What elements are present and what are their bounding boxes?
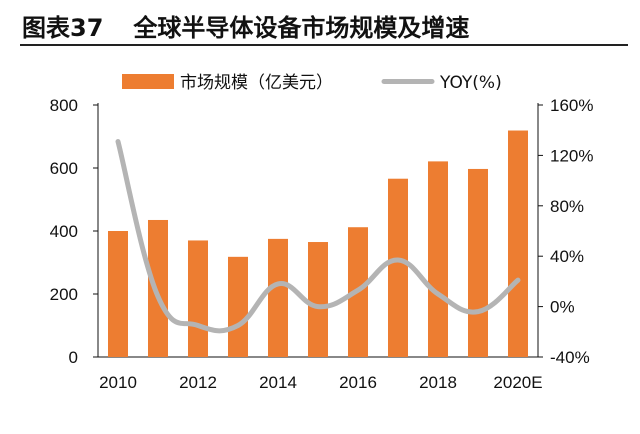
right-tick-label: 40% xyxy=(550,247,584,266)
bar xyxy=(108,231,128,357)
bar xyxy=(428,161,448,357)
right-tick-label: 160% xyxy=(550,96,593,115)
left-axis-ticks: 800 600 400 200 0 xyxy=(50,96,98,367)
x-tick-label: 2016 xyxy=(339,373,377,392)
bar xyxy=(268,238,288,357)
figure-title: 全球半导体设备市场规模及增速 xyxy=(133,14,470,42)
right-tick-label: -40% xyxy=(550,348,590,367)
bar xyxy=(308,242,328,357)
x-tick-label: 2020E xyxy=(493,373,542,392)
x-tick-label: 2012 xyxy=(179,373,217,392)
left-tick-label: 600 xyxy=(50,159,78,178)
figure-header: 图表37 全球半导体设备市场规模及增速 xyxy=(22,8,469,42)
legend-bar-swatch xyxy=(122,74,174,89)
bar xyxy=(508,130,528,357)
bar xyxy=(148,219,168,357)
bar xyxy=(228,256,248,357)
right-tick-label: 0% xyxy=(550,298,575,317)
x-axis-ticks: 2010 2012 2014 2016 2018 2020E xyxy=(99,373,543,392)
left-tick-label: 400 xyxy=(50,222,78,241)
bar xyxy=(468,168,488,357)
header-rule xyxy=(20,44,628,46)
right-axis-ticks: 160% 120% 80% 40% 0% -40% xyxy=(538,96,593,367)
bar-series xyxy=(108,130,528,357)
x-tick-label: 2018 xyxy=(419,373,457,392)
x-tick-label: 2010 xyxy=(99,373,137,392)
yoy-line xyxy=(115,139,521,334)
left-tick-label: 0 xyxy=(69,348,78,367)
bar xyxy=(388,178,408,357)
left-tick-label: 200 xyxy=(50,285,78,304)
bar xyxy=(188,240,208,357)
right-tick-label: 80% xyxy=(550,197,584,216)
yoy-series xyxy=(115,139,521,334)
x-tick-label: 2014 xyxy=(259,373,297,392)
legend-bar-label: 市场规模（亿美元） xyxy=(180,73,333,93)
right-tick-label: 120% xyxy=(550,146,593,165)
figure-label: 图表37 xyxy=(22,14,104,42)
left-tick-label: 800 xyxy=(50,96,78,115)
legend: 市场规模（亿美元） YOY(%) xyxy=(122,73,502,93)
legend-line-label: YOY(%) xyxy=(439,73,502,93)
